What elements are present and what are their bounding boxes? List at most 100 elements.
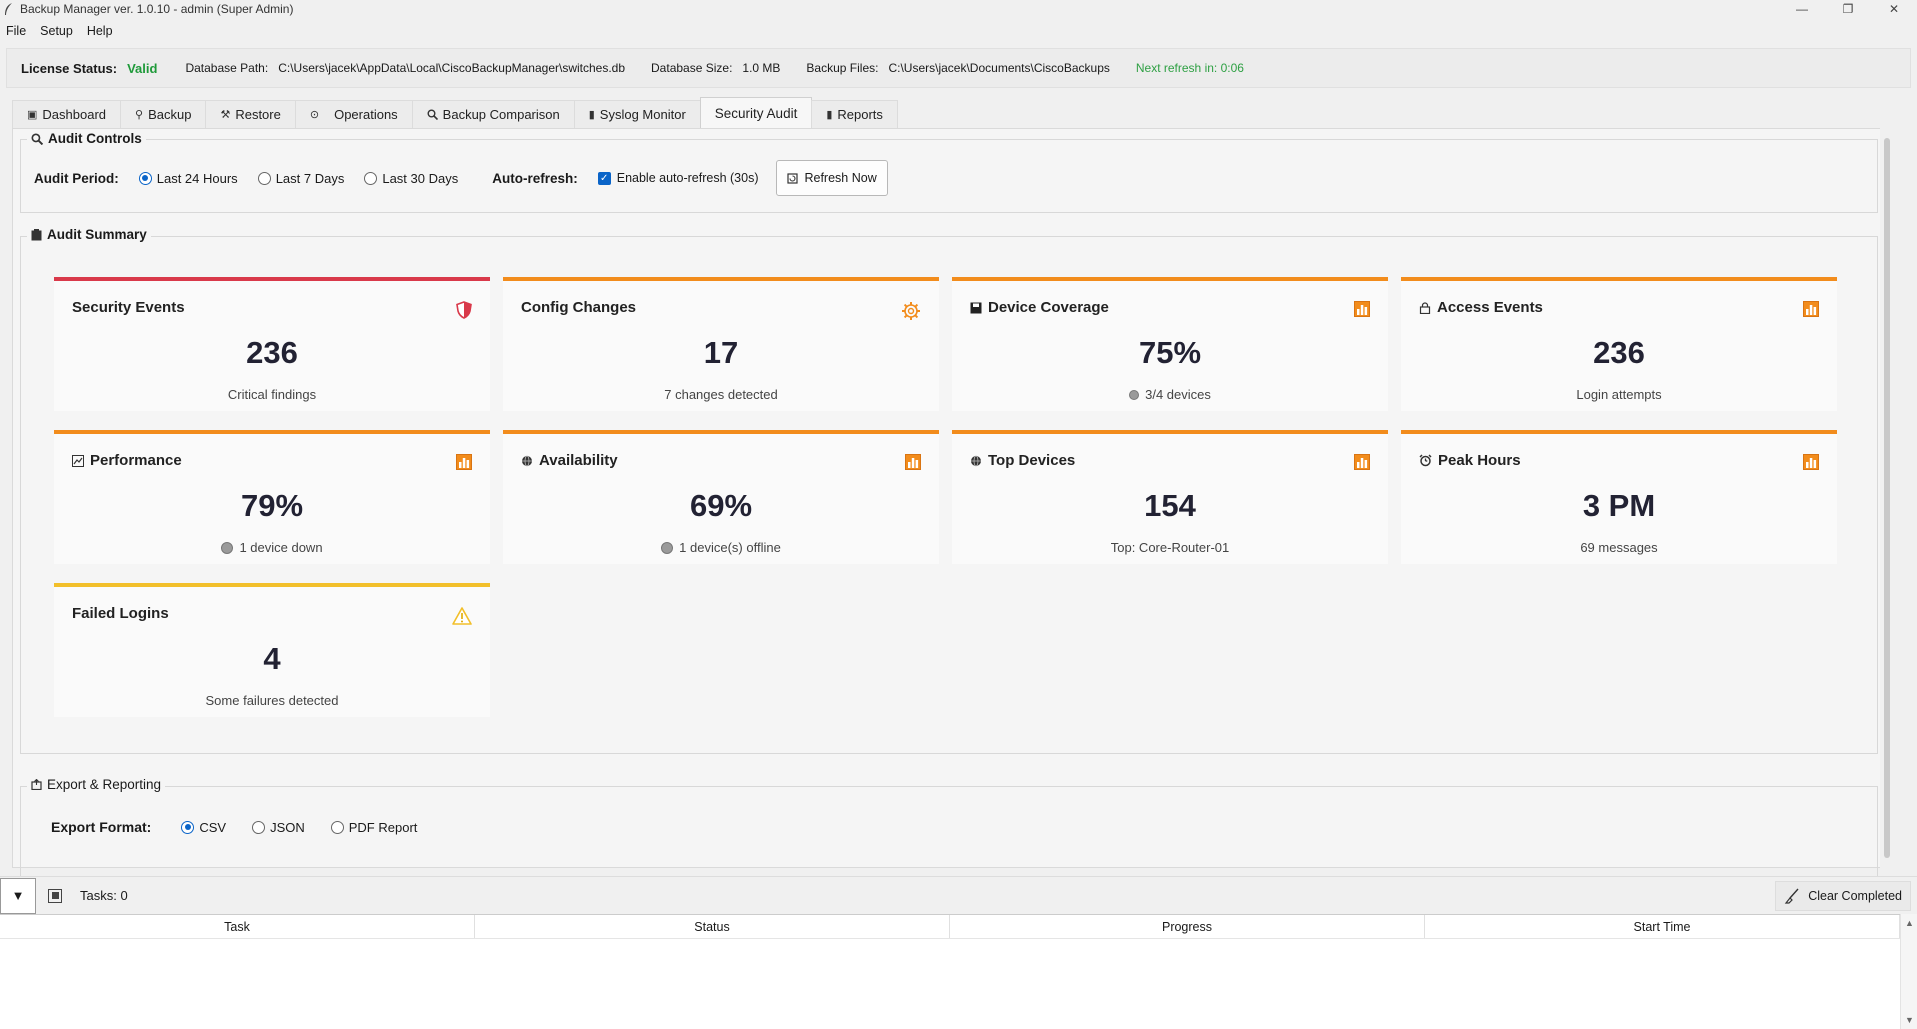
card-value: 4: [263, 641, 281, 676]
card-subtitle: 69 messages: [1580, 540, 1658, 555]
tab-dashboard[interactable]: ▣ Dashboard: [12, 100, 122, 128]
bar-chart-icon: [1354, 301, 1370, 317]
tab-operations[interactable]: ⊙ Operations: [294, 100, 413, 128]
broom-icon: [1784, 888, 1800, 904]
tab-backup[interactable]: ⚲ Backup: [120, 100, 207, 128]
card-title-row: Performance: [72, 452, 182, 469]
audit-period-label: Audit Period:: [34, 170, 119, 186]
syslog-icon: ▮: [588, 109, 595, 121]
card-value: 236: [1593, 335, 1645, 370]
backup-icon: ⚲: [135, 109, 144, 121]
card-value: 69%: [689, 488, 753, 523]
export-json-radio[interactable]: JSON: [252, 820, 305, 835]
card-title: Top Devices: [988, 452, 1076, 469]
clear-completed-button[interactable]: Clear Completed: [1775, 881, 1911, 911]
column-start-time[interactable]: Start Time: [1425, 915, 1900, 938]
status-dot-icon: [661, 541, 674, 554]
maximize-button[interactable]: ❐: [1842, 2, 1854, 16]
card-subtitle-row: 3/4 devices: [952, 387, 1388, 402]
app-feather-icon: [4, 2, 14, 16]
card-title-row: Availability: [521, 452, 618, 469]
export-icon: [31, 779, 42, 790]
dashboard-icon: ▣: [27, 109, 38, 121]
title-bar: Backup Manager ver. 1.0.10 - admin (Supe…: [0, 0, 1917, 18]
export-pdf-radio[interactable]: PDF Report: [330, 820, 417, 835]
menu-setup[interactable]: Setup: [40, 24, 73, 38]
card-title: Availability: [539, 452, 618, 469]
bar-chart-icon: [1803, 301, 1819, 317]
close-button[interactable]: ✕: [1888, 2, 1900, 16]
card-access-events: Access Events 236 Login attempts: [1401, 277, 1837, 411]
column-task[interactable]: Task: [0, 915, 475, 938]
audit-summary-title: Audit Summary: [27, 227, 151, 242]
tab-backup-comparison[interactable]: Backup Comparison: [411, 100, 575, 128]
tab-security-audit-label: Security Audit: [714, 105, 798, 121]
minimize-button[interactable]: —: [1796, 2, 1808, 16]
column-progress[interactable]: Progress: [950, 915, 1425, 938]
menu-file[interactable]: File: [6, 24, 27, 38]
bar-chart-icon: [1354, 454, 1370, 470]
collapse-task-panel-button[interactable]: ▼: [0, 877, 36, 914]
scrollbar-thumb[interactable]: [1884, 138, 1890, 858]
card-subtitle: 7 changes detected: [664, 387, 778, 402]
license-status-label: License Status:: [21, 60, 118, 76]
tab-restore[interactable]: ⚒ Restore: [205, 100, 296, 128]
license-status-bar: License Status: Valid Database Path: C:\…: [6, 48, 1911, 88]
content-scrollbar[interactable]: [1880, 128, 1895, 868]
card-value: 154: [1144, 488, 1196, 523]
clipboard-icon: [31, 228, 42, 241]
tab-backup-label: Backup: [148, 107, 192, 122]
tab-backup-comparison-label: Backup Comparison: [442, 107, 560, 122]
floppy-disk-icon: [970, 302, 982, 314]
stop-icon[interactable]: [48, 888, 62, 903]
chart-window-icon: [72, 454, 84, 467]
card-title: Failed Logins: [72, 605, 169, 622]
warning-icon: [452, 607, 472, 625]
audit-summary-title-text: Audit Summary: [47, 227, 147, 242]
export-format-label: Export Format:: [51, 819, 152, 835]
scroll-down-arrow-icon[interactable]: ▼: [1905, 1015, 1914, 1025]
card-subtitle: 1 device(s) offline: [679, 540, 781, 555]
refresh-now-button[interactable]: Refresh Now: [776, 160, 888, 196]
card-title: Peak Hours: [1438, 452, 1521, 469]
tab-dashboard-label: Dashboard: [42, 107, 107, 122]
backup-files-value: C:\Users\jacek\Documents\CiscoBackups: [888, 61, 1110, 75]
tab-syslog-monitor[interactable]: ▮ Syslog Monitor: [573, 100, 701, 128]
period-option-label: Last 7 Days: [275, 170, 345, 186]
radio-unselected-icon: [330, 820, 344, 834]
radio-unselected-icon: [257, 171, 271, 185]
database-size-value: 1.0 MB: [742, 61, 781, 75]
card-availability: Availability 69% 1 device(s) offline: [503, 430, 939, 564]
database-path-label: Database Path:: [185, 61, 269, 75]
card-value: 236: [246, 335, 298, 370]
period-option-label: Last 30 Days: [382, 170, 459, 186]
bar-chart-icon: [1803, 454, 1819, 470]
period-last-7d-radio[interactable]: Last 7 Days: [257, 170, 345, 186]
scroll-up-arrow-icon[interactable]: ▲: [1905, 918, 1914, 928]
audit-controls-group: Audit Controls Audit Period: Last 24 Hou…: [20, 131, 1878, 213]
auto-refresh-checkbox[interactable]: ✓ Enable auto-refresh (30s): [597, 171, 758, 185]
refresh-now-label: Refresh Now: [804, 171, 877, 185]
tab-security-audit[interactable]: Security Audit: [699, 97, 813, 128]
card-title-row: Access Events: [1419, 299, 1543, 316]
period-last-30d-radio[interactable]: Last 30 Days: [364, 171, 458, 186]
search-icon: [31, 132, 43, 145]
card-value: 17: [703, 335, 739, 370]
export-csv-radio[interactable]: CSV: [181, 820, 226, 835]
security-audit-panel: Audit Controls Audit Period: Last 24 Hou…: [12, 128, 1895, 876]
card-top-devices: Top Devices 154 Top: Core-Router-01: [952, 430, 1388, 564]
card-peak-hours: Peak Hours 3 PM 69 messages: [1401, 430, 1837, 564]
period-last-24h-radio[interactable]: Last 24 Hours: [138, 171, 238, 186]
column-status[interactable]: Status: [475, 915, 950, 938]
tab-reports[interactable]: ▮ Reports: [811, 100, 898, 128]
tab-restore-label: Restore: [235, 107, 281, 122]
task-panel-header: ▼ Tasks: 0 Clear Completed: [0, 876, 1917, 914]
main-tabs: ▣ Dashboard ⚲ Backup ⚒ Restore ⊙ Operati…: [12, 97, 898, 128]
card-subtitle: Login attempts: [1576, 387, 1662, 402]
task-table-scrollbar[interactable]: ▲ ▼: [1900, 914, 1917, 1029]
card-subtitle: 1 device down: [239, 540, 323, 555]
license-status-value: Valid: [127, 60, 158, 76]
card-title-row: Top Devices: [970, 452, 1075, 469]
radio-selected-icon: [138, 171, 152, 185]
menu-help[interactable]: Help: [86, 24, 113, 38]
